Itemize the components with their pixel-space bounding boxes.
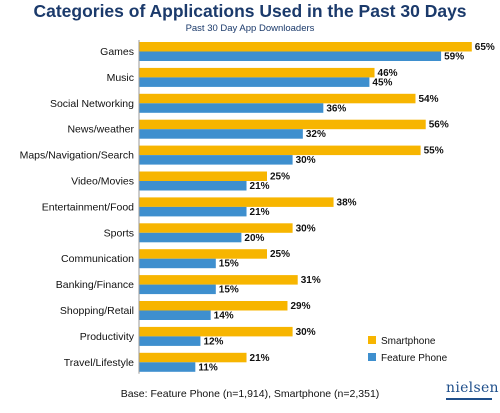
value-label-feature-phone-entertainment-food: 21% bbox=[250, 207, 270, 218]
bar-feature-phone-music bbox=[139, 77, 370, 87]
chart-subtitle: Past 30 Day App Downloaders bbox=[185, 23, 315, 34]
value-label-smartphone-video-movies: 25% bbox=[270, 172, 290, 183]
base-note: Base: Feature Phone (n=1,914), Smartphon… bbox=[120, 388, 380, 400]
logo-underline bbox=[446, 398, 492, 400]
value-label-smartphone-entertainment-food: 38% bbox=[337, 197, 357, 208]
value-label-smartphone-music: 46% bbox=[378, 68, 398, 79]
value-label-feature-phone-music: 45% bbox=[372, 77, 392, 88]
value-label-feature-phone-banking-finance: 15% bbox=[219, 285, 239, 296]
bar-smartphone-social-networking bbox=[139, 93, 416, 104]
bar-feature-phone-video-movies bbox=[139, 181, 247, 191]
nielsen-logo: nielsen bbox=[446, 380, 499, 396]
category-label-news-weather: News/weather bbox=[67, 124, 134, 136]
bar-smartphone-productivity bbox=[139, 326, 293, 337]
value-label-feature-phone-sports: 20% bbox=[244, 233, 264, 244]
category-label-entertainment-food: Entertainment/Food bbox=[42, 201, 134, 213]
value-label-smartphone-news-weather: 56% bbox=[429, 120, 449, 131]
category-label-sports: Sports bbox=[104, 227, 134, 239]
bar-smartphone-games bbox=[139, 42, 472, 52]
value-label-smartphone-shopping-retail: 29% bbox=[290, 301, 310, 312]
bar-smartphone-entertainment-food bbox=[139, 197, 334, 207]
category-label-video-movies: Video/Movies bbox=[71, 176, 134, 188]
bar-smartphone-travel-lifestyle bbox=[139, 352, 247, 363]
category-label-shopping-retail: Shopping/Retail bbox=[60, 305, 134, 317]
legend-swatch-feature-phone bbox=[368, 353, 376, 361]
value-label-feature-phone-travel-lifestyle: 11% bbox=[198, 362, 218, 373]
category-label-social-networking: Social Networking bbox=[50, 98, 134, 110]
category-label-games: Games bbox=[100, 46, 134, 58]
category-label-music: Music bbox=[107, 72, 134, 84]
value-label-feature-phone-shopping-retail: 14% bbox=[214, 311, 234, 322]
value-label-smartphone-games: 65% bbox=[475, 42, 495, 53]
category-label-maps-navigation-search: Maps/Navigation/Search bbox=[20, 150, 135, 162]
bar-smartphone-news-weather bbox=[139, 119, 426, 130]
legend-label-smartphone: Smartphone bbox=[381, 336, 436, 347]
value-label-smartphone-sports: 30% bbox=[296, 223, 316, 234]
bar-feature-phone-banking-finance bbox=[139, 284, 216, 295]
value-label-feature-phone-maps-navigation-search: 30% bbox=[296, 155, 316, 166]
value-label-feature-phone-productivity: 12% bbox=[203, 336, 223, 347]
value-label-feature-phone-games: 59% bbox=[444, 52, 464, 63]
bar-smartphone-communication bbox=[139, 249, 267, 259]
value-label-feature-phone-video-movies: 21% bbox=[250, 181, 270, 192]
category-label-productivity: Productivity bbox=[80, 331, 135, 343]
value-label-feature-phone-communication: 15% bbox=[219, 259, 239, 270]
bar-feature-phone-shopping-retail bbox=[139, 310, 211, 320]
bar-smartphone-shopping-retail bbox=[139, 301, 288, 311]
bar-smartphone-maps-navigation-search bbox=[139, 145, 421, 156]
value-label-smartphone-productivity: 30% bbox=[296, 327, 316, 338]
bar-feature-phone-productivity bbox=[139, 336, 201, 346]
value-label-feature-phone-social-networking: 36% bbox=[326, 103, 346, 114]
category-label-communication: Communication bbox=[61, 253, 134, 265]
legend-swatch-smartphone bbox=[368, 336, 376, 344]
legend: Smartphone Feature Phone bbox=[368, 336, 448, 364]
value-label-smartphone-banking-finance: 31% bbox=[301, 275, 321, 286]
bar-feature-phone-social-networking bbox=[139, 103, 324, 113]
bar-feature-phone-entertainment-food bbox=[139, 206, 247, 217]
value-label-smartphone-communication: 25% bbox=[270, 249, 290, 260]
bar-feature-phone-games bbox=[139, 51, 442, 61]
legend-label-feature-phone: Feature Phone bbox=[381, 353, 448, 364]
bar-feature-phone-maps-navigation-search bbox=[139, 155, 293, 165]
value-label-smartphone-social-networking: 54% bbox=[418, 94, 438, 105]
bar-feature-phone-travel-lifestyle bbox=[139, 362, 196, 372]
value-label-feature-phone-news-weather: 32% bbox=[306, 129, 326, 140]
bar-smartphone-video-movies bbox=[139, 171, 267, 181]
category-label-banking-finance: Banking/Finance bbox=[56, 279, 134, 291]
bar-feature-phone-news-weather bbox=[139, 129, 303, 139]
value-label-smartphone-travel-lifestyle: 21% bbox=[250, 353, 270, 364]
bar-feature-phone-communication bbox=[139, 258, 216, 269]
category-label-travel-lifestyle: Travel/Lifestyle bbox=[64, 357, 134, 369]
bar-smartphone-banking-finance bbox=[139, 275, 298, 285]
bar-smartphone-sports bbox=[139, 223, 293, 233]
chart-title: Categories of Applications Used in the P… bbox=[33, 1, 467, 21]
bar-smartphone-music bbox=[139, 67, 375, 78]
value-label-smartphone-maps-navigation-search: 55% bbox=[424, 146, 444, 157]
bar-feature-phone-sports bbox=[139, 232, 242, 243]
